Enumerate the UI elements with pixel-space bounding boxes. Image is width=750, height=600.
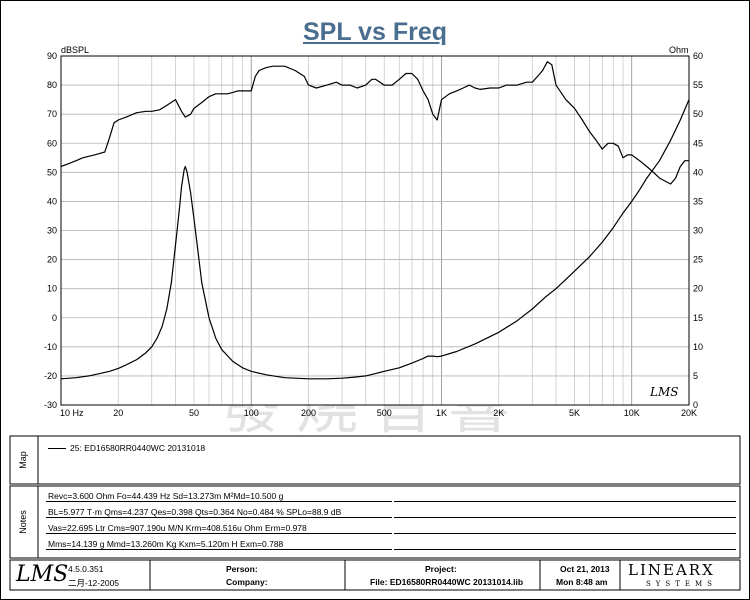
report-time: Mon 8:48 am bbox=[556, 577, 608, 587]
notes-box bbox=[9, 485, 741, 559]
y-left-tick-label: -30 bbox=[44, 400, 57, 410]
y-right-tick-label: 10 bbox=[693, 342, 703, 352]
linearx-logo: LINEARX bbox=[628, 561, 715, 579]
plot-lms-mark: LMS bbox=[649, 385, 678, 399]
note-rule bbox=[394, 517, 736, 518]
build-date: 二月-12-2005 bbox=[68, 578, 120, 588]
person-label: Person: bbox=[226, 564, 258, 574]
y-right-tick-label: 5 bbox=[693, 371, 698, 381]
x-tick-label: 2K bbox=[493, 408, 504, 418]
y-right-tick-label: 0 bbox=[693, 400, 698, 410]
y-right-tick-label: 55 bbox=[693, 80, 703, 90]
y-right-tick-label: 25 bbox=[693, 255, 703, 265]
y-right-tick-label: 50 bbox=[693, 109, 703, 119]
y-left-tick-label: -20 bbox=[44, 371, 57, 381]
note-line-3: Vas=22.695 Ltr Cms=907.190u M/N Krm=408.… bbox=[48, 523, 307, 533]
x-tick-label: 1K bbox=[436, 408, 447, 418]
x-tick-label: 500 bbox=[377, 408, 392, 418]
impedance-curve bbox=[60, 99, 690, 380]
legend-box bbox=[9, 435, 741, 485]
map-side-label: Map bbox=[17, 451, 28, 469]
footer-box bbox=[9, 559, 741, 591]
y-right-tick-label: 60 bbox=[693, 51, 703, 61]
y-left-tick-label: 30 bbox=[47, 226, 57, 236]
linearx-subtitle: SYSTEMS bbox=[646, 580, 717, 588]
y-right-tick-label: 30 bbox=[693, 226, 703, 236]
file-name: File: ED16580RR0440WC 20131014.lib bbox=[370, 577, 524, 587]
report-date: Oct 21, 2013 bbox=[560, 564, 610, 574]
note-rule bbox=[394, 549, 736, 550]
note-rule bbox=[46, 549, 392, 550]
y-left-tick-label: 90 bbox=[47, 51, 57, 61]
y-right-tick-label: 40 bbox=[693, 167, 703, 177]
note-rule bbox=[46, 533, 392, 534]
note-line-1: Revc=3.600 Ohm Fo=44.439 Hz Sd=13.273m M… bbox=[48, 491, 284, 501]
plot-frame bbox=[60, 55, 690, 406]
lms-logo: LMS bbox=[16, 562, 69, 587]
x-tick-label: 10 Hz bbox=[60, 408, 84, 418]
note-line-4: Mms=14.139 g Mmd=13.260m Kg Kxm=5.120m H… bbox=[48, 539, 284, 549]
note-rule bbox=[394, 501, 736, 502]
software-version: 4.5.0.351 bbox=[68, 564, 104, 574]
y-left-tick-label: 70 bbox=[47, 109, 57, 119]
note-line-2: BL=5.977 T·m Qms=4.237 Qes=0.398 Qts=0.3… bbox=[48, 507, 342, 517]
chart-title: SPL vs Freq bbox=[302, 18, 448, 46]
y-left-tick-label: 20 bbox=[47, 255, 57, 265]
y-left-tick-label: -10 bbox=[44, 342, 57, 352]
y-right-tick-label: 35 bbox=[693, 196, 703, 206]
y-right-tick-label: 15 bbox=[693, 313, 703, 323]
legend-line bbox=[48, 448, 66, 449]
y-right-tick-label: 20 bbox=[693, 284, 703, 294]
x-tick-label: 5K bbox=[569, 408, 580, 418]
y-left-tick-label: 10 bbox=[47, 284, 57, 294]
x-tick-label: 100 bbox=[244, 408, 259, 418]
x-tick-label: 20 bbox=[113, 408, 123, 418]
notes-side-label: Notes bbox=[17, 510, 28, 534]
x-tick-label: 50 bbox=[189, 408, 199, 418]
note-rule bbox=[394, 533, 736, 534]
project-label: Project: bbox=[425, 564, 457, 574]
y-axis-left-label: dBSPL bbox=[61, 45, 89, 55]
x-tick-label: 200 bbox=[301, 408, 316, 418]
x-tick-label: 20K bbox=[681, 408, 697, 418]
spl-curve bbox=[60, 61, 689, 185]
y-left-tick-label: 80 bbox=[47, 80, 57, 90]
note-rule bbox=[46, 517, 392, 518]
y-left-tick-label: 40 bbox=[47, 196, 57, 206]
company-label: Company: bbox=[226, 577, 268, 587]
y-left-tick-label: 0 bbox=[52, 313, 57, 323]
legend-entry: 25: ED16580RR0440WC 20131018 bbox=[70, 443, 206, 453]
x-tick-label: 10K bbox=[624, 408, 640, 418]
y-right-tick-label: 45 bbox=[693, 138, 703, 148]
y-left-tick-label: 50 bbox=[47, 167, 57, 177]
note-rule bbox=[46, 501, 392, 502]
y-left-tick-label: 60 bbox=[47, 138, 57, 148]
y-axis-right-label: Ohm bbox=[669, 45, 689, 55]
